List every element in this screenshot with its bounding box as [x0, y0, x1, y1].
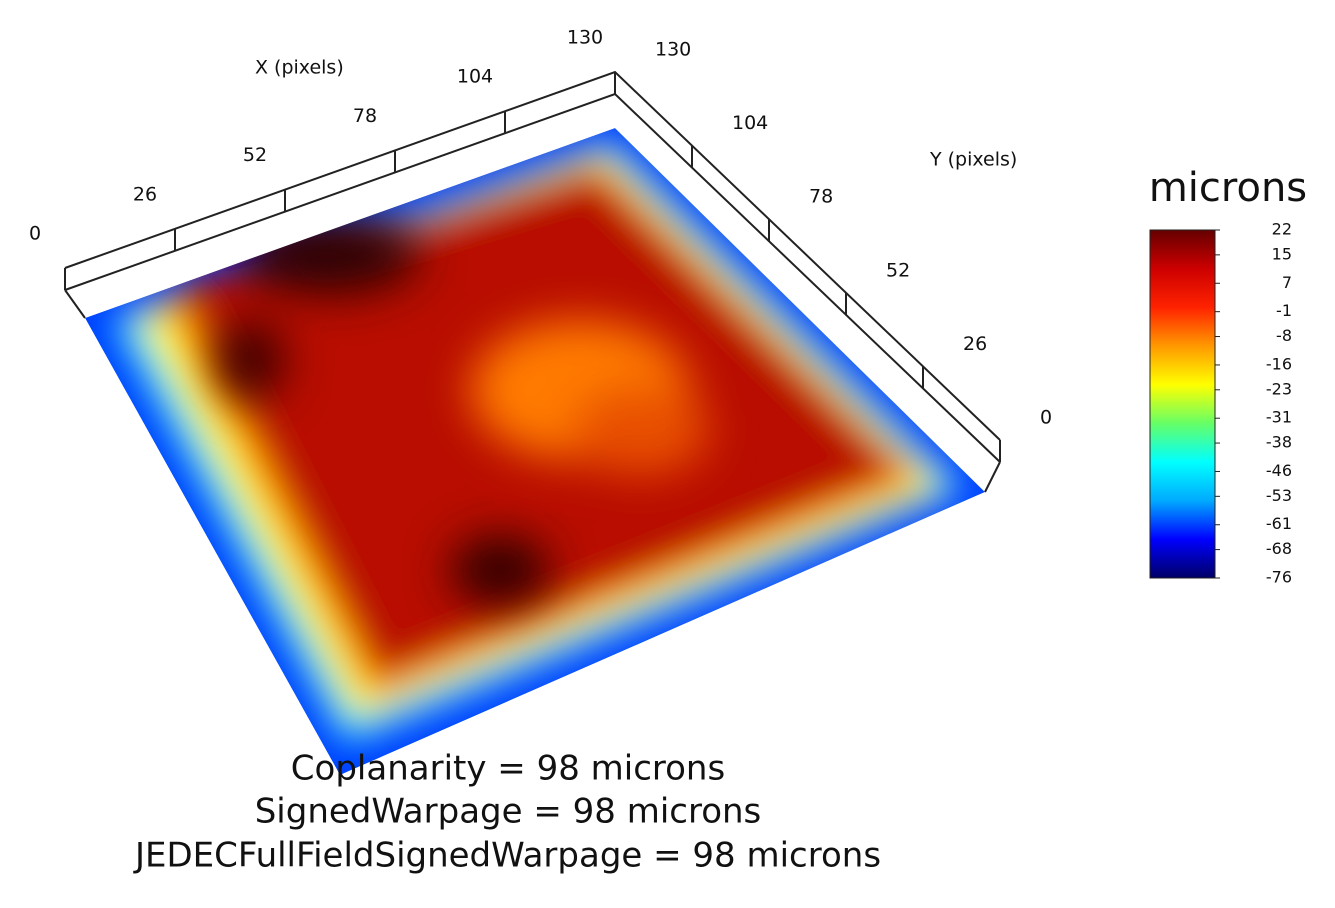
annotation: SignedWarpage = 98 microns — [255, 792, 762, 832]
y-tick-label: 0 — [1040, 407, 1052, 429]
y-tick-label: 52 — [886, 259, 910, 281]
colorbar-tick-label: -16 — [1266, 354, 1292, 373]
colorbar — [1149, 229, 1216, 579]
x-tick-label: 78 — [353, 105, 377, 127]
colorbar-tick-label: 22 — [1272, 220, 1292, 239]
colorbar-tick-label: 7 — [1282, 273, 1292, 292]
colorbar-tick-label: -31 — [1266, 408, 1292, 427]
annotation: Coplanarity = 98 microns — [291, 749, 725, 789]
colorbar-tick-label: -61 — [1266, 514, 1292, 533]
annotation: JEDECFullFieldSignedWarpage = 98 microns — [133, 836, 881, 876]
colorbar-tick-label: -23 — [1266, 379, 1292, 398]
x-tick-label: 130 — [567, 27, 603, 49]
y-tick-label: 130 — [655, 39, 691, 61]
y-tick-label: 26 — [963, 333, 987, 355]
colorbar-tick-label: -76 — [1266, 568, 1292, 587]
colorbar-tick-label: -46 — [1266, 461, 1292, 480]
y-tick-label: 104 — [732, 112, 768, 134]
colorbar-tick-label: -8 — [1276, 326, 1292, 345]
y-tick-label: 78 — [809, 186, 833, 208]
colorbar-tick-label: -68 — [1266, 539, 1292, 558]
colorbar-title: microns — [1149, 165, 1307, 211]
x-tick-label: 52 — [243, 144, 267, 166]
y-axis-title: Y (pixels) — [929, 149, 1017, 171]
surface — [85, 128, 985, 775]
x-tick-label: 0 — [29, 223, 41, 245]
colorbar-tick-label: -1 — [1276, 301, 1292, 320]
x-axis-title: X (pixels) — [255, 57, 344, 79]
colorbar-tick-label: 15 — [1272, 244, 1292, 263]
colorbar-tick-label: -53 — [1266, 486, 1292, 505]
x-tick-label: 104 — [457, 66, 493, 88]
x-tick-label: 26 — [133, 183, 157, 205]
colorbar-tick-label: -38 — [1266, 433, 1292, 452]
